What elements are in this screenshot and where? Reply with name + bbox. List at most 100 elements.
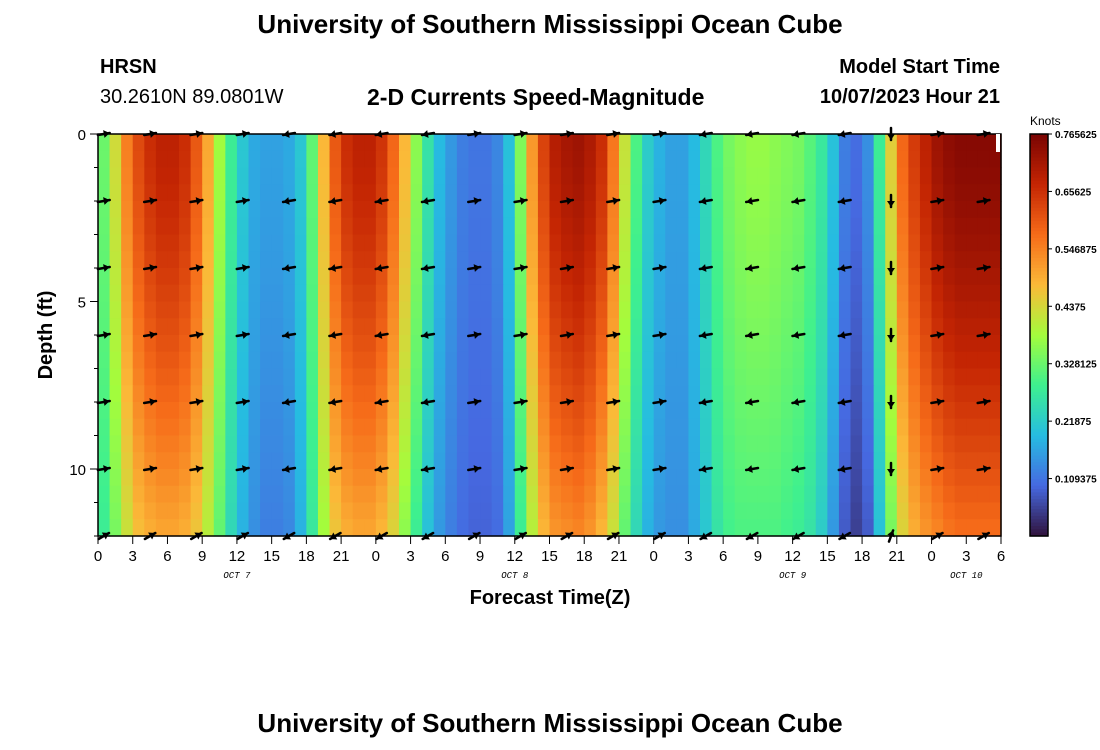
heatmap-cell (155, 385, 169, 403)
heatmap-cell (526, 418, 539, 437)
heatmap-cell (155, 251, 169, 269)
heatmap-cell (827, 184, 840, 202)
heatmap-cell (711, 385, 724, 403)
heatmap-cell (248, 167, 261, 185)
vector-head (838, 331, 846, 339)
station-name: HRSN (100, 56, 157, 78)
heatmap-cell (190, 469, 203, 487)
heatmap-cell (896, 217, 909, 236)
heatmap-cell (943, 201, 956, 219)
heatmap-cell (109, 284, 122, 303)
heatmap-cell (896, 368, 909, 386)
heatmap-cell (132, 351, 145, 370)
heatmap-cell (885, 217, 898, 236)
heatmap-cell (480, 469, 493, 487)
vector-head (103, 331, 110, 339)
heatmap-cell (584, 402, 597, 420)
heatmap-cell (179, 368, 192, 386)
heatmap-cell (399, 385, 412, 403)
heatmap-cell (537, 452, 551, 470)
heatmap-cell (665, 502, 678, 520)
vector-head (473, 197, 481, 205)
heatmap-cell (838, 335, 852, 353)
heatmap-cell (202, 385, 215, 403)
heatmap-cell (711, 368, 724, 386)
heatmap-cell (167, 201, 180, 219)
heatmap-cell (155, 284, 169, 303)
heatmap-cell (271, 519, 284, 537)
heatmap-cell (132, 284, 145, 303)
heatmap-cell (236, 318, 250, 336)
heatmap-cell (399, 469, 412, 487)
heatmap-cell (387, 234, 400, 252)
heatmap-cell (885, 234, 898, 252)
heatmap-cell (977, 418, 991, 437)
heatmap-cell (317, 201, 331, 219)
heatmap-cell (341, 351, 354, 370)
vector-head (103, 264, 110, 272)
heatmap-cell (561, 234, 574, 252)
heatmap-cell (144, 301, 157, 319)
heatmap-cell (919, 469, 933, 487)
heatmap-cell (896, 268, 909, 286)
colorbar-segment (1030, 194, 1048, 199)
heatmap-cell (480, 184, 493, 202)
heatmap-cell (410, 485, 423, 504)
x-tick-label: 3 (406, 548, 414, 565)
heatmap-cell (537, 134, 551, 152)
heatmap-cell (179, 502, 192, 520)
heatmap-cell (804, 251, 817, 269)
heatmap-cell (445, 335, 458, 353)
colorbar-segment (1030, 341, 1048, 346)
heatmap-cell (526, 167, 539, 185)
heatmap-cell (885, 301, 898, 319)
heatmap-cell (410, 385, 423, 403)
heatmap-cell (468, 268, 481, 286)
colorbar-segment (1030, 211, 1048, 215)
heatmap-cell (804, 201, 817, 219)
heatmap-cell (966, 402, 979, 420)
heatmap-cell (537, 167, 551, 185)
colorbar-segment (1030, 257, 1048, 262)
heatmap-cell (792, 385, 805, 403)
colorbar-segment (1030, 391, 1048, 396)
heatmap-cell (618, 502, 632, 520)
heatmap-cell (179, 284, 192, 303)
heatmap-cell (248, 519, 261, 537)
heatmap-cell (433, 452, 446, 470)
heatmap-cell (943, 385, 956, 403)
heatmap-cell (769, 268, 782, 286)
heatmap-cell (595, 519, 608, 537)
heatmap-cell (260, 452, 273, 470)
heatmap-cell (966, 485, 979, 504)
heatmap-cell (862, 519, 875, 537)
heatmap-cell (364, 318, 377, 336)
current-vector (420, 331, 436, 339)
heatmap-cell (734, 351, 747, 370)
heatmap-cell (155, 402, 169, 420)
heatmap-cell (202, 418, 215, 437)
heatmap-cell (537, 184, 551, 202)
heatmap-cell (572, 435, 585, 453)
heatmap-cell (723, 418, 736, 437)
x-tick-label: 18 (854, 548, 871, 565)
heatmap-cell (873, 268, 886, 286)
model-start-label: Model Start Time (839, 56, 1000, 78)
heatmap-cell (676, 351, 690, 370)
current-vector (467, 264, 482, 272)
heatmap-cell (653, 502, 666, 520)
heatmap-cell (630, 351, 643, 370)
heatmap-cell (480, 301, 493, 319)
heatmap-cell (329, 502, 342, 520)
heatmap-cell (248, 335, 261, 353)
heatmap-cell (341, 402, 354, 420)
heatmap-cell (977, 485, 991, 504)
heatmap-cell (815, 402, 828, 420)
heatmap-cell (190, 402, 203, 420)
heatmap-cell (456, 284, 470, 303)
heatmap-cell (977, 469, 991, 487)
heatmap-cell (155, 167, 169, 185)
heatmap-cell (618, 301, 632, 319)
heatmap-cell (364, 485, 377, 504)
heatmap-cell (260, 485, 273, 504)
